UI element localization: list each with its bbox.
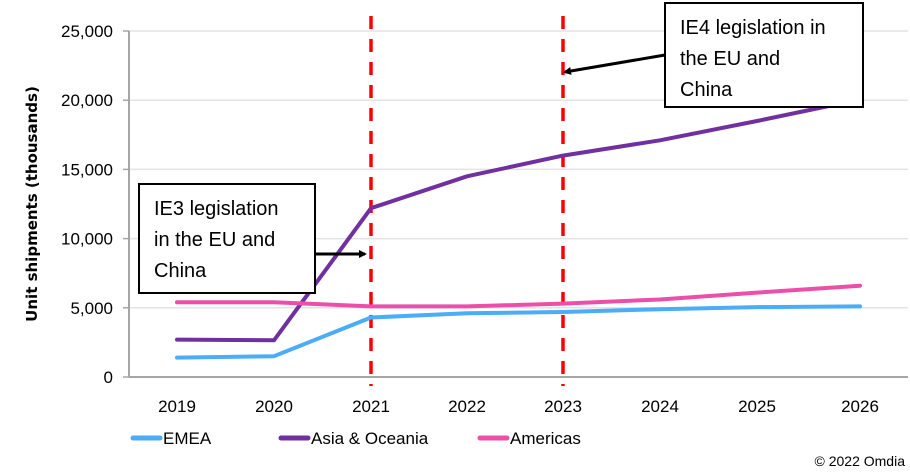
series-line-asia-oceania (175, 97, 862, 343)
legend-label: EMEA (163, 429, 212, 448)
y-tick-label: 10,000 (61, 230, 113, 249)
y-tick-labels: 0 5,000 10,000 15,000 20,000 25,000 (61, 22, 113, 387)
series-line-emea (175, 304, 862, 360)
x-tick-label: 2021 (352, 397, 390, 416)
annotation-text: IE4 legislation in (680, 17, 826, 39)
y-tick-label: 20,000 (61, 91, 113, 110)
annotation-text: IE3 legislation (154, 198, 279, 220)
annotation-arrow (563, 53, 666, 75)
x-tick-label: 2020 (255, 397, 293, 416)
legend-label: Americas (510, 429, 581, 448)
series-lines (175, 97, 862, 360)
y-tick-label: 5,000 (70, 299, 113, 318)
y-axis-label: Unit shipments (thousands) (23, 86, 41, 322)
x-tick-label: 2025 (738, 397, 776, 416)
axes (123, 30, 908, 378)
annotation-border (664, 2, 864, 108)
annotation-text: the EU and (680, 48, 780, 70)
annotation-text: China (154, 260, 207, 282)
annotation-text: in the EU and (154, 229, 275, 251)
x-tick-label: 2022 (448, 397, 486, 416)
reference-lines (369, 16, 565, 386)
series-line-americas (175, 283, 862, 309)
y-tick-label: 25,000 (61, 22, 113, 41)
x-tick-label: 2026 (841, 397, 879, 416)
legend-label: Asia & Oceania (311, 429, 429, 448)
y-tick-label: 15,000 (61, 160, 113, 179)
annotation-box: IE3 legislation in the EU and China (138, 183, 367, 294)
x-tick-label: 2024 (641, 397, 679, 416)
y-tick-label: 0 (104, 368, 113, 387)
legend-item: EMEA (130, 429, 212, 448)
legend-item: Americas (477, 429, 581, 448)
x-tick-label: 2019 (158, 397, 196, 416)
legend: EMEA Asia & Oceania Americas (130, 429, 581, 448)
x-tick-labels: 2019 2020 2021 2022 2023 2024 2025 2026 (158, 397, 879, 416)
legend-item: Asia & Oceania (278, 429, 429, 448)
annotation-border (138, 183, 316, 294)
x-tick-label: 2023 (544, 397, 582, 416)
annotation-box: IE4 legislation in the EU and China (563, 2, 864, 108)
annotation-text: China (680, 79, 733, 101)
copyright: © 2022 Omdia (815, 453, 906, 469)
